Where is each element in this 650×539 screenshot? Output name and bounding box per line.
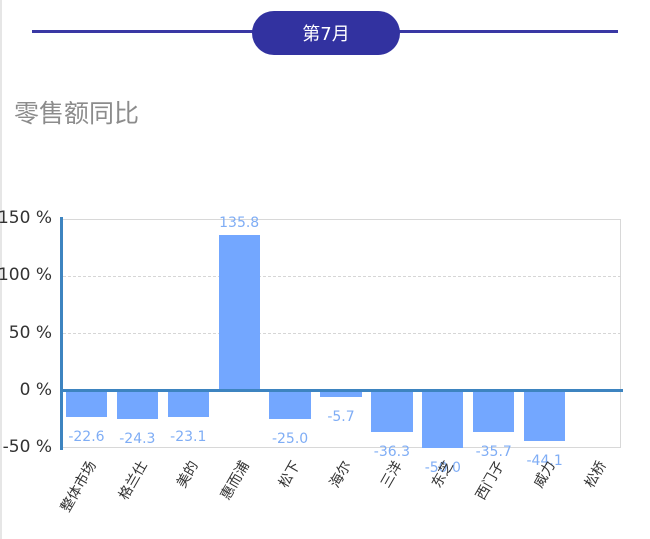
x-tick-label: 松下 bbox=[276, 458, 304, 491]
header-line-right bbox=[398, 30, 618, 33]
value-label: -44.1 bbox=[526, 453, 563, 470]
header-line-left bbox=[32, 30, 254, 33]
value-label: -36.3 bbox=[373, 444, 411, 461]
y-tick-label: -50 % bbox=[2, 437, 52, 457]
zero-line bbox=[61, 389, 623, 393]
y-tick-label: 0 % bbox=[19, 379, 52, 400]
y-tick-label: 50 % bbox=[8, 322, 52, 343]
bar[interactable] bbox=[116, 390, 158, 419]
bar[interactable] bbox=[524, 390, 566, 442]
bar[interactable] bbox=[269, 390, 311, 420]
bar[interactable] bbox=[473, 390, 515, 432]
bar[interactable] bbox=[371, 390, 413, 433]
value-label: -50.0 bbox=[424, 460, 461, 476]
y-tick-label: 150 % bbox=[0, 208, 52, 228]
value-label: -35.7 bbox=[475, 443, 512, 460]
y-axis bbox=[60, 217, 63, 450]
value-label: -22.6 bbox=[68, 428, 105, 445]
x-tick-label: 格兰仕 bbox=[116, 458, 152, 503]
value-label: -5.7 bbox=[327, 409, 355, 426]
value-label: -24.3 bbox=[119, 430, 156, 447]
x-tick-label: 三洋 bbox=[377, 458, 406, 491]
chart-title: 零售额同比 bbox=[14, 99, 140, 128]
value-label: -23.1 bbox=[170, 429, 207, 446]
x-tick-label: 美的 bbox=[174, 458, 203, 491]
value-label: 135.8 bbox=[219, 215, 260, 232]
x-tick-label: 整体市场 bbox=[58, 458, 101, 515]
bar[interactable] bbox=[167, 390, 209, 418]
bar[interactable] bbox=[320, 390, 362, 398]
month-pill[interactable]: 第7月 bbox=[252, 11, 400, 55]
x-tick-label: 惠而浦 bbox=[218, 458, 253, 503]
y-tick-label: 100 % bbox=[0, 265, 52, 286]
bar[interactable] bbox=[218, 235, 260, 391]
x-tick-label: 海尔 bbox=[326, 458, 355, 491]
gridline bbox=[63, 275, 621, 277]
left-border bbox=[0, 0, 2, 539]
bar[interactable] bbox=[65, 390, 108, 417]
bar[interactable] bbox=[422, 390, 464, 448]
gridline bbox=[63, 332, 621, 334]
value-label: -25.0 bbox=[271, 431, 309, 448]
